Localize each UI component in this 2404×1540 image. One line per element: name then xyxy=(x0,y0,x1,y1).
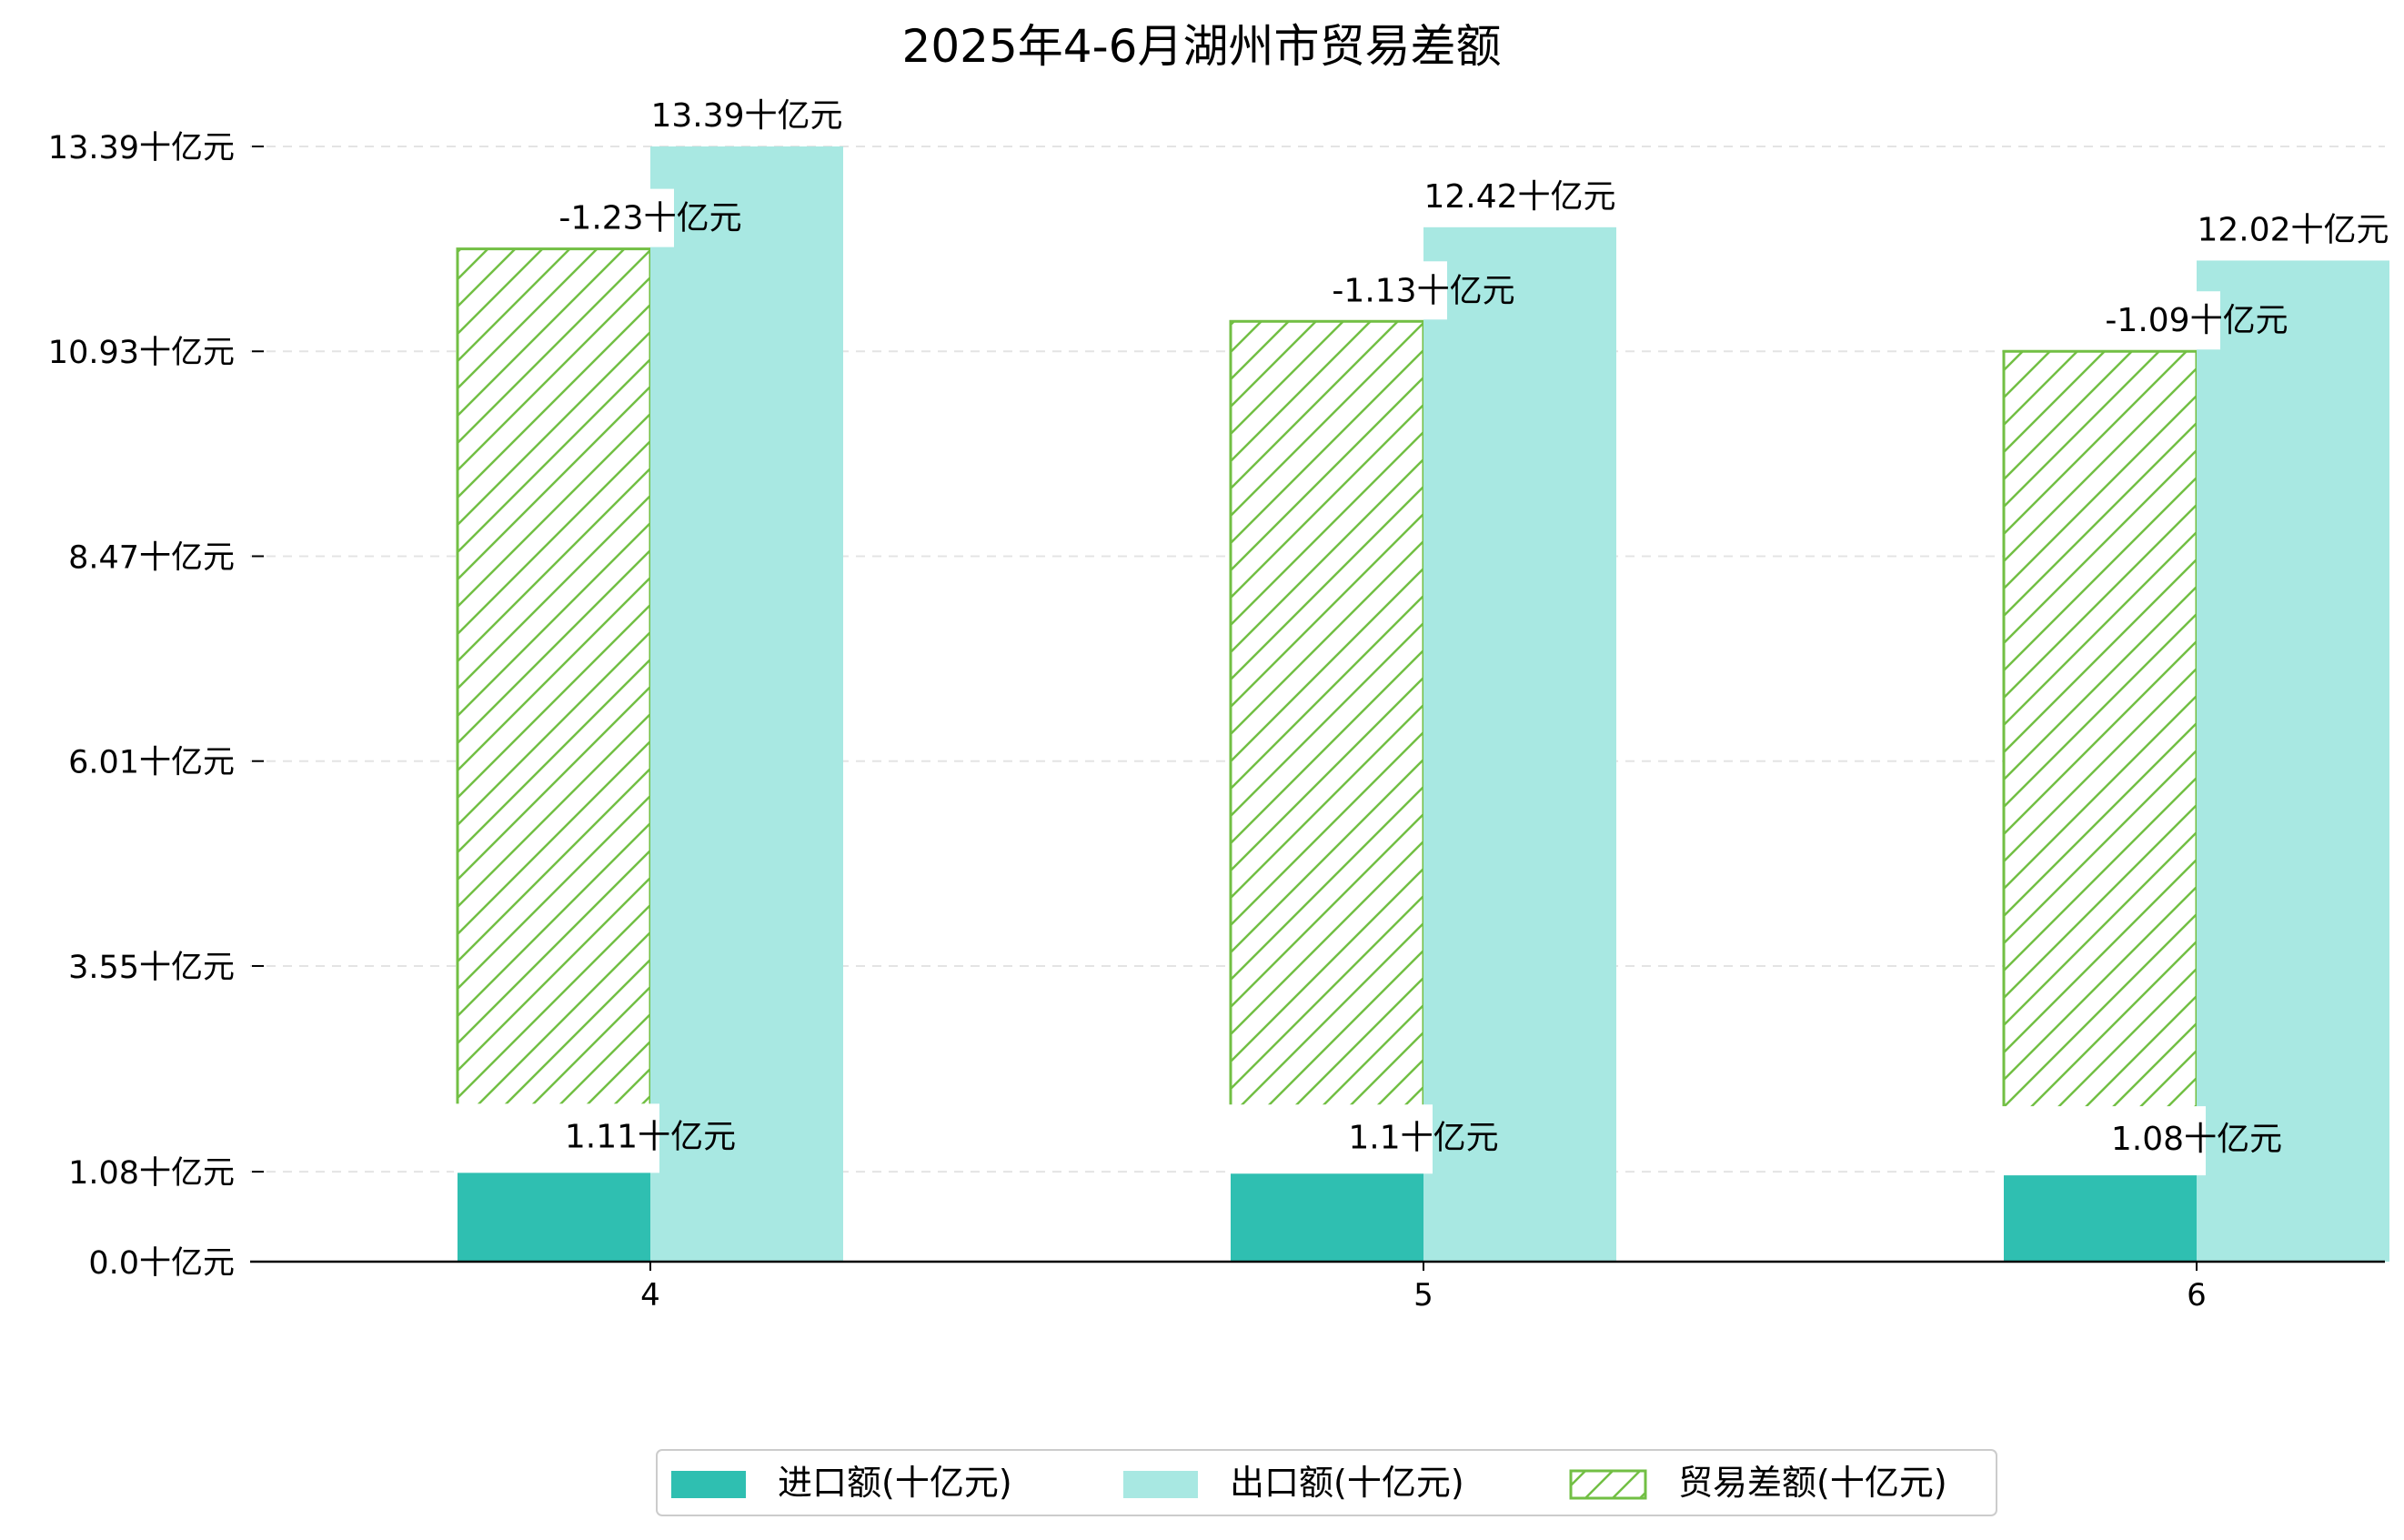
legend-label: 进口额(十亿元) xyxy=(778,1463,1012,1503)
balance-bar xyxy=(1229,319,1425,1172)
legend-label: 出口额(十亿元) xyxy=(1230,1463,1464,1503)
x-tick-label: 6 xyxy=(2187,1277,2207,1314)
legend-swatch xyxy=(1569,1469,1647,1500)
import-bar xyxy=(458,1169,650,1262)
balance-bar xyxy=(2002,349,2198,1173)
y-tick-label: 8.47十亿元 xyxy=(68,539,235,576)
balance-label-box xyxy=(1993,291,2220,350)
chart-title: 2025年4-6月湖州市贸易差额 xyxy=(902,20,1502,73)
legend-box xyxy=(656,1449,1997,1516)
export-bar xyxy=(650,146,843,1262)
x-tick-label: 5 xyxy=(1413,1277,1433,1314)
legend: 进口额(十亿元) 出口额(十亿元) 贸易差额(十亿元) xyxy=(656,1449,1997,1516)
balance-value-label: -1.23十亿元 xyxy=(558,200,741,237)
y-tick-label: 3.55十亿元 xyxy=(68,950,235,986)
legend-label: 贸易差额(十亿元) xyxy=(1678,1463,1947,1503)
balance-label-box xyxy=(1220,261,1447,320)
import-label-box xyxy=(1227,1104,1433,1174)
axes-layer: 0.0十亿元 1.08十亿元 3.55十亿元 6.01十亿元 8.47十亿元 10.93十… xyxy=(48,130,2385,1314)
y-tick-label: 1.08十亿元 xyxy=(68,1155,235,1192)
x-tick-label: 4 xyxy=(640,1277,660,1314)
import-bar xyxy=(2004,1172,2197,1262)
balance-value-label: -1.13十亿元 xyxy=(1332,272,1514,309)
import-label-box xyxy=(454,1103,659,1173)
export-bar xyxy=(2197,260,2389,1263)
y-tick-label: 10.93十亿元 xyxy=(48,335,235,371)
legend-swatch xyxy=(671,1471,746,1498)
y-tick-label: 13.39十亿元 xyxy=(48,130,235,166)
balance-bar xyxy=(456,247,652,1171)
labels-layer: 13.39十亿元 -1.23十亿元 1.11十亿元 12.42十亿元 -1.13十亿元 1… xyxy=(447,97,2389,1176)
export-value-label: 12.02十亿元 xyxy=(2197,211,2389,248)
y-tick-label: 0.0十亿元 xyxy=(88,1245,235,1282)
import-bar xyxy=(1231,1170,1423,1262)
import-value-label: 1.08十亿元 xyxy=(2111,1121,2282,1158)
balance-label-box xyxy=(447,188,674,247)
import-value-label: 1.1十亿元 xyxy=(1348,1119,1498,1156)
balance-value-label: -1.09十亿元 xyxy=(2105,302,2288,339)
export-bar xyxy=(1423,226,1616,1262)
import-label-box xyxy=(2000,1106,2206,1176)
legend-swatch xyxy=(1123,1471,1198,1498)
export-value-label: 12.42十亿元 xyxy=(1423,178,1615,216)
export-value-label: 13.39十亿元 xyxy=(650,97,842,135)
import-value-label: 1.11十亿元 xyxy=(565,1118,736,1155)
y-tick-label: 6.01十亿元 xyxy=(68,745,235,781)
bars-layer xyxy=(456,146,2389,1263)
